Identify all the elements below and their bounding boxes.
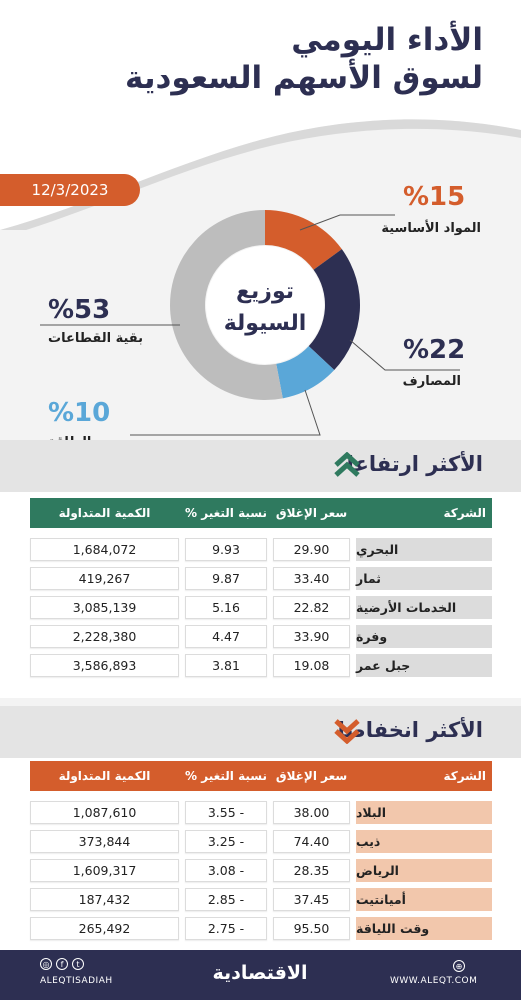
change-percent-cell: 3.08 - [185, 859, 267, 882]
company-cell: أميانتيت [356, 888, 492, 911]
company-cell: ثمار [356, 567, 492, 590]
label-materials: المواد الأساسية [381, 221, 481, 236]
change-percent-cell: 2.85 - [185, 888, 267, 911]
col-change: نسبة التغير % [185, 769, 267, 783]
losers-band [0, 706, 521, 758]
donut-segment-others [170, 210, 283, 400]
close-price-cell: 19.08 [273, 654, 350, 677]
gainers-band [0, 440, 521, 492]
close-price-cell: 33.40 [273, 567, 350, 590]
leader-line-materials [299, 214, 395, 231]
close-price-cell: 29.90 [273, 538, 350, 561]
gainers-table-header: الشركة سعر الإغلاق نسبة التغير % الكمية … [30, 498, 492, 528]
table-row: ذيب 74.40 3.25 - 373,844 [30, 830, 492, 853]
double-up-arrow-icon [334, 452, 360, 477]
col-company: الشركة [443, 769, 486, 783]
losers-table-header: الشركة سعر الإغلاق نسبة التغير % الكمية … [30, 761, 492, 791]
volume-cell: 1,087,610 [30, 801, 179, 824]
footer: ◎ f t ALEQTISADIAH الاقتصادية ⊕ WWW.ALEQ… [0, 950, 521, 1000]
donut-center-line1: توزيع [236, 279, 294, 304]
table-row: ثمار 33.40 9.87 419,267 [30, 567, 492, 590]
header-background [0, 0, 521, 230]
twitter-icon[interactable]: t [72, 958, 84, 970]
table-row: الخدمات الأرضية 22.82 5.16 3,085,139 [30, 596, 492, 619]
change-percent-cell: 3.81 [185, 654, 267, 677]
liquidity-donut-chart: توزيع السيولة [170, 210, 360, 400]
close-price-cell: 95.50 [273, 917, 350, 940]
volume-cell: 265,492 [30, 917, 179, 940]
pct-materials: %15 [403, 182, 466, 212]
company-cell: جبل عمر [356, 654, 492, 677]
company-cell: الرياض [356, 859, 492, 882]
close-price-cell: 22.82 [273, 596, 350, 619]
donut-center-line2: السيولة [224, 311, 307, 336]
table-row: وفرة 33.90 4.47 2,228,380 [30, 625, 492, 648]
gainers-title: الأكثر ارتفاعا [346, 452, 483, 476]
facebook-icon[interactable]: f [56, 958, 68, 970]
social-icons: ◎ f t [40, 958, 84, 970]
table-row: جبل عمر 19.08 3.81 3,586,893 [30, 654, 492, 677]
company-cell: ذيب [356, 830, 492, 853]
pct-others: %53 [48, 295, 111, 325]
company-cell: وقت اللياقة [356, 917, 492, 940]
table-row: وقت اللياقة 95.50 2.75 - 265,492 [30, 917, 492, 940]
volume-cell: 187,432 [30, 888, 179, 911]
change-percent-cell: 3.25 - [185, 830, 267, 853]
col-company: الشركة [443, 506, 486, 520]
globe-icon[interactable]: ⊕ [453, 960, 465, 972]
volume-cell: 419,267 [30, 567, 179, 590]
col-close: سعر الإغلاق [275, 769, 348, 783]
table-row: الرياض 28.35 3.08 - 1,609,317 [30, 859, 492, 882]
page-title-line1: الأداء اليومي [291, 22, 483, 58]
company-cell: وفرة [356, 625, 492, 648]
donut-hole [206, 246, 324, 364]
website-link[interactable]: WWW.ALEQT.COM [390, 976, 478, 986]
table-row: البلاد 38.00 3.55 - 1,087,610 [30, 801, 492, 824]
col-volume: الكمية المتداولة [58, 506, 151, 520]
double-down-arrow-icon [334, 719, 360, 744]
volume-cell: 3,586,893 [30, 654, 179, 677]
pct-energy: %10 [48, 398, 111, 428]
table-row: البحري 29.90 9.93 1,684,072 [30, 538, 492, 561]
pct-banks: %22 [403, 335, 466, 365]
change-percent-cell: 3.55 - [185, 801, 267, 824]
leader-line-banks [349, 339, 460, 371]
volume-cell: 2,228,380 [30, 625, 179, 648]
close-price-cell: 33.90 [273, 625, 350, 648]
change-percent-cell: 4.47 [185, 625, 267, 648]
volume-cell: 1,609,317 [30, 859, 179, 882]
volume-cell: 1,684,072 [30, 538, 179, 561]
table-row: أميانتيت 37.45 2.85 - 187,432 [30, 888, 492, 911]
social-handle: ALEQTISADIAH [40, 976, 113, 986]
losers-title: الأكثر انخفاضا [337, 718, 483, 742]
col-change: نسبة التغير % [185, 506, 267, 520]
company-cell: الخدمات الأرضية [356, 596, 492, 619]
date-badge: 12/3/2023 [0, 174, 140, 206]
close-price-cell: 37.45 [273, 888, 350, 911]
brand-logo: الاقتصادية [212, 962, 308, 984]
volume-cell: 3,085,139 [30, 596, 179, 619]
close-price-cell: 28.35 [273, 859, 350, 882]
change-percent-cell: 9.93 [185, 538, 267, 561]
label-others: بقية القطاعات [48, 331, 144, 346]
label-banks: المصارف [402, 374, 461, 389]
company-cell: البحري [356, 538, 492, 561]
close-price-cell: 38.00 [273, 801, 350, 824]
change-percent-cell: 5.16 [185, 596, 267, 619]
company-cell: البلاد [356, 801, 492, 824]
leader-lines [40, 214, 460, 436]
page-title-line2: لسوق الأسهم السعودية [125, 60, 483, 96]
change-percent-cell: 2.75 - [185, 917, 267, 940]
donut-segment-banks [308, 249, 360, 371]
col-close: سعر الإغلاق [275, 506, 348, 520]
instagram-icon[interactable]: ◎ [40, 958, 52, 970]
leader-line-energy [130, 389, 321, 436]
volume-cell: 373,844 [30, 830, 179, 853]
col-volume: الكمية المتداولة [58, 769, 151, 783]
close-price-cell: 74.40 [273, 830, 350, 853]
change-percent-cell: 9.87 [185, 567, 267, 590]
donut-segment-materials [265, 210, 342, 270]
donut-segment-energy [276, 346, 335, 399]
